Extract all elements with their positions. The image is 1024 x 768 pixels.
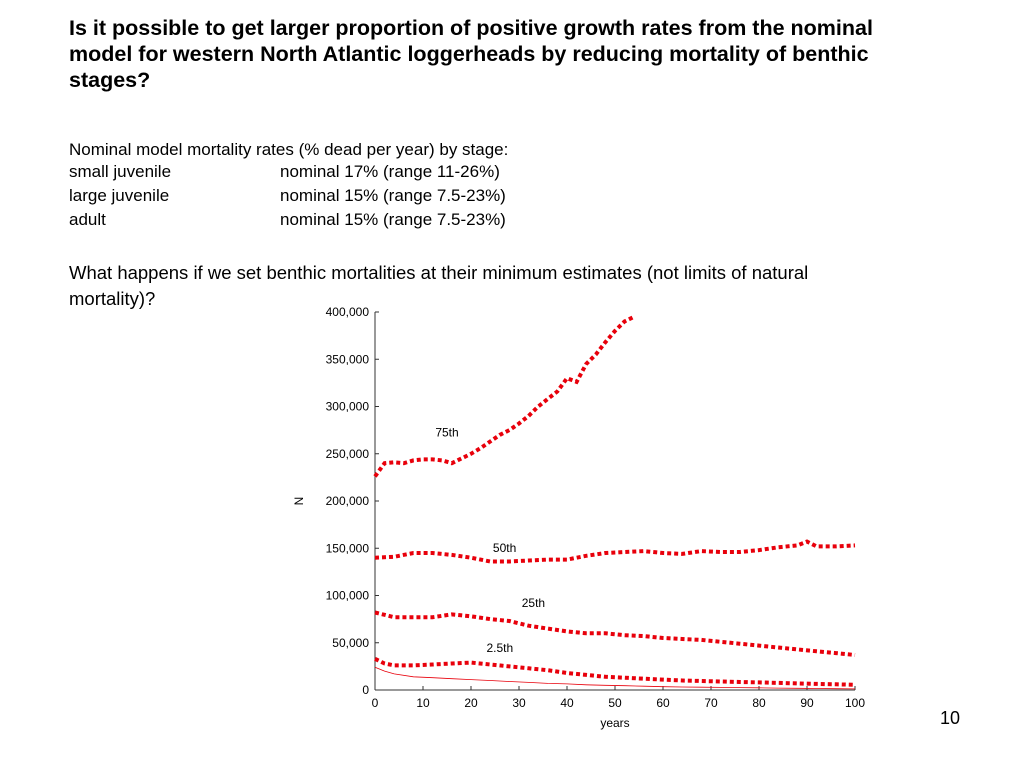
x-tick-label: 70 <box>704 696 718 710</box>
slide-title: Is it possible to get larger proportion … <box>69 16 873 92</box>
series-line <box>374 657 856 687</box>
x-tick-label: 40 <box>560 696 574 710</box>
stage-rate: nominal 15% (range 7.5-23%) <box>280 186 506 205</box>
mortality-intro: Nominal model mortality rates (% dead pe… <box>69 140 509 159</box>
x-tick-label: 10 <box>416 696 430 710</box>
x-tick-label: 90 <box>800 696 814 710</box>
question-text: What happens if we set benthic mortaliti… <box>69 262 809 309</box>
y-tick-label: 350,000 <box>326 352 370 366</box>
stage-rate: nominal 17% (range 11-26%) <box>280 162 500 181</box>
y-tick-label: 250,000 <box>326 447 370 461</box>
x-axis-label: years <box>600 716 629 730</box>
series-line <box>373 314 636 478</box>
stage-name: small juvenile <box>69 162 172 181</box>
y-tick-label: 400,000 <box>326 305 370 319</box>
y-tick-label: 100,000 <box>326 589 370 603</box>
x-tick-label: 30 <box>512 696 526 710</box>
y-tick-label: 150,000 <box>326 541 370 555</box>
series-annotation: 25th <box>522 596 545 610</box>
series-line <box>374 666 856 690</box>
x-tick-label: 60 <box>656 696 670 710</box>
x-tick-label: 100 <box>845 696 865 710</box>
x-tick-label: 20 <box>464 696 478 710</box>
y-tick-label: 200,000 <box>326 494 370 508</box>
stage-rate: nominal 15% (range 7.5-23%) <box>280 210 506 229</box>
stage-name: large juvenile <box>69 186 170 205</box>
series-line <box>374 539 856 564</box>
stage-name: adult <box>69 210 106 229</box>
y-axis-label: N <box>292 497 306 506</box>
x-tick-label: 0 <box>372 696 379 710</box>
y-tick-label: 50,000 <box>332 636 369 650</box>
series-line <box>374 610 856 657</box>
page-number: 10 <box>940 708 961 728</box>
x-tick-label: 50 <box>608 696 622 710</box>
series-annotation: 75th <box>435 426 458 440</box>
y-tick-label: 0 <box>362 683 369 697</box>
x-tick-label: 80 <box>752 696 766 710</box>
series-annotation: 50th <box>493 541 516 555</box>
series-annotation: 2.5th <box>486 641 513 655</box>
y-tick-label: 300,000 <box>326 400 370 414</box>
